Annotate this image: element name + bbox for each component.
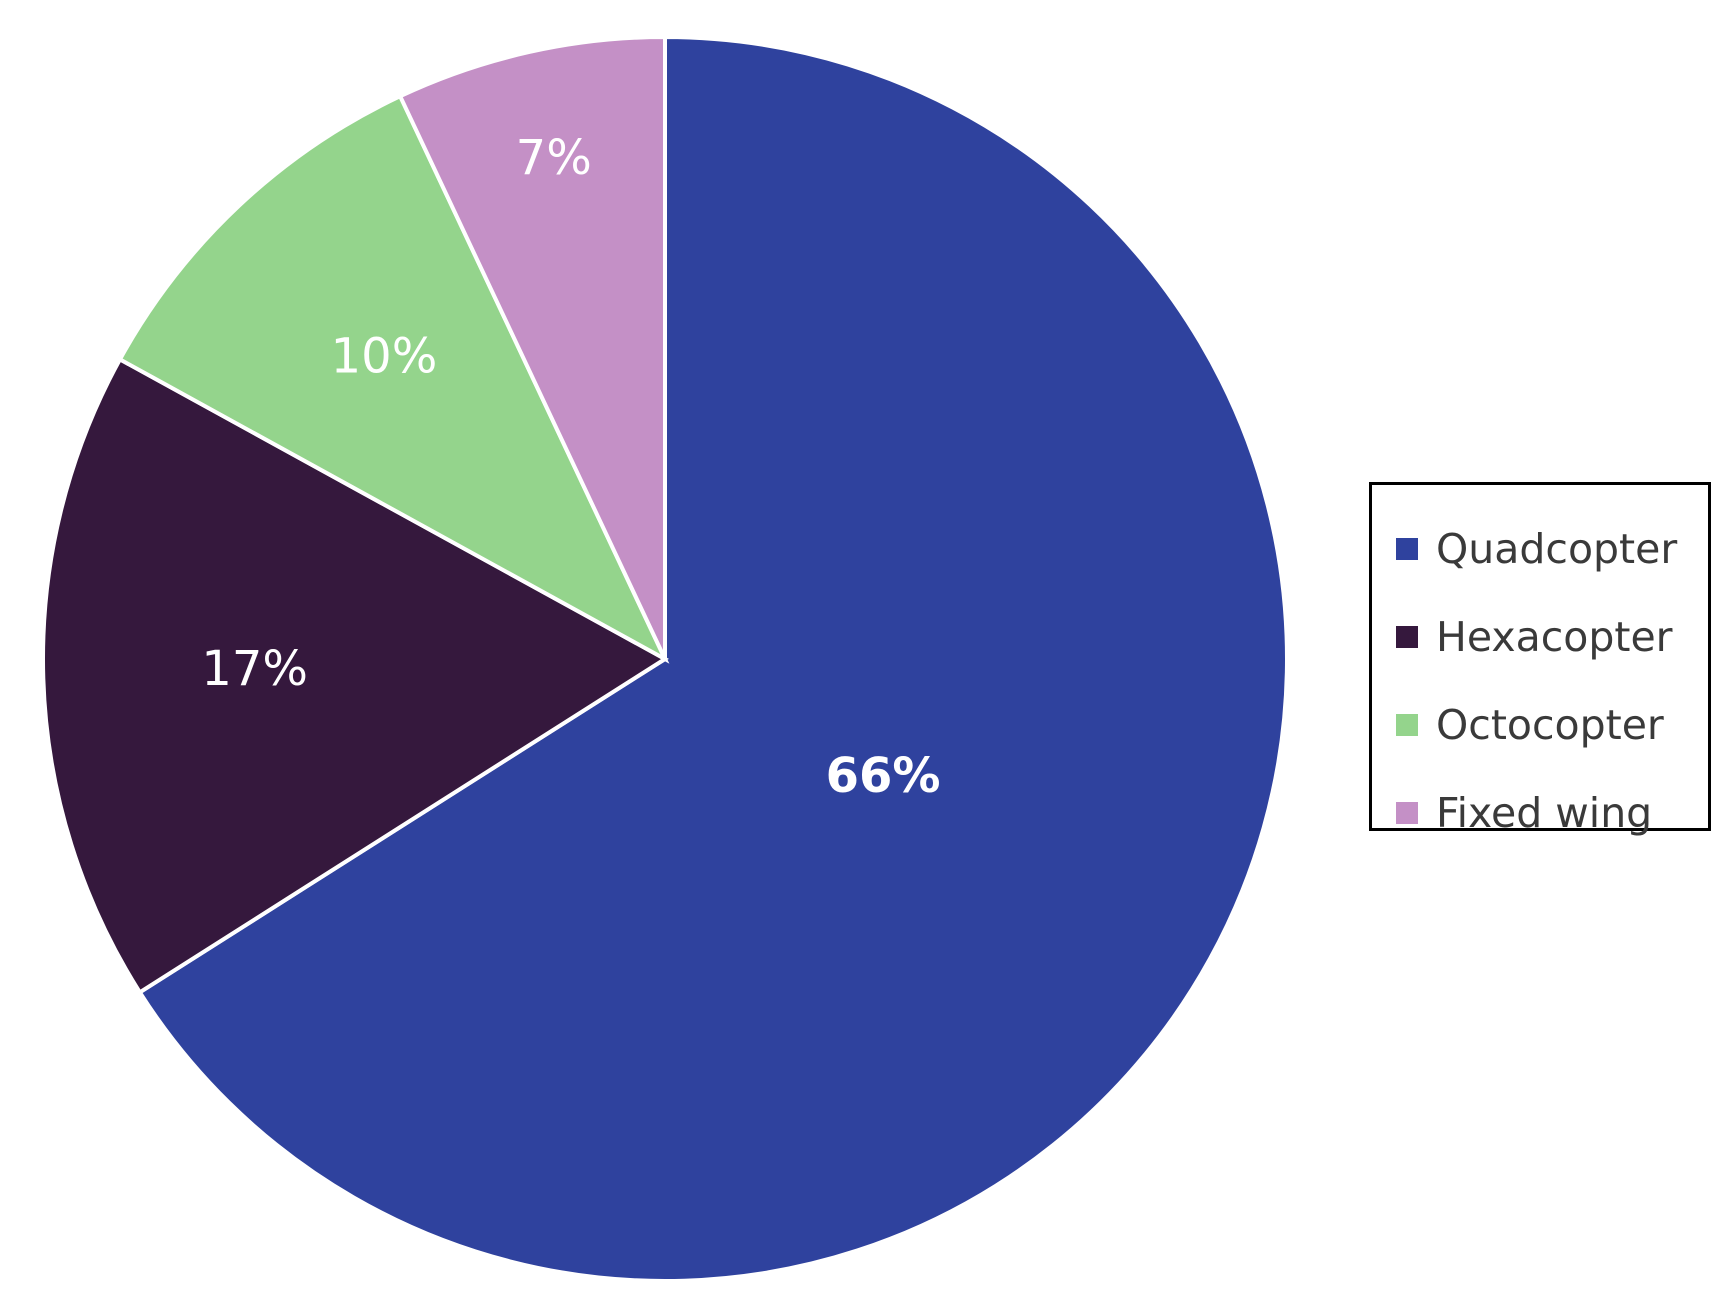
pie-slice-hexacopter	[41, 356, 669, 996]
pie-slices	[41, 34, 1289, 1283]
legend-item-quadcopter: Quadcopter	[1396, 505, 1708, 593]
pie-slice-fixed-wing	[397, 34, 667, 660]
legend-item-octocopter: Octocopter	[1396, 681, 1708, 769]
data-label-octocopter: 10%	[331, 329, 438, 385]
legend-swatch	[1396, 626, 1418, 648]
legend-label: Quadcopter	[1436, 525, 1678, 573]
legend-swatch	[1396, 538, 1418, 560]
legend-swatch	[1396, 802, 1418, 824]
pie-slice-octocopter	[117, 93, 670, 664]
data-label-hexacopter: 17%	[201, 641, 308, 697]
data-label-fixed-wing: 7%	[516, 130, 592, 186]
legend-swatch	[1396, 714, 1418, 736]
legend-label: Octocopter	[1436, 701, 1664, 749]
legend-item-hexacopter: Hexacopter	[1396, 593, 1708, 681]
pie-labels: 66% 17% 10% 7%	[201, 130, 940, 804]
legend-label: Fixed wing	[1436, 789, 1653, 837]
legend-label: Hexacopter	[1436, 613, 1673, 661]
chart-legend: Quadcopter Hexacopter Octocopter Fixed wing	[1369, 482, 1711, 837]
legend-item-fixed-wing: Fixed wing	[1396, 769, 1708, 857]
pie-slice-quadcopter	[137, 34, 1289, 1283]
data-label-quadcopter: 66%	[826, 748, 941, 804]
